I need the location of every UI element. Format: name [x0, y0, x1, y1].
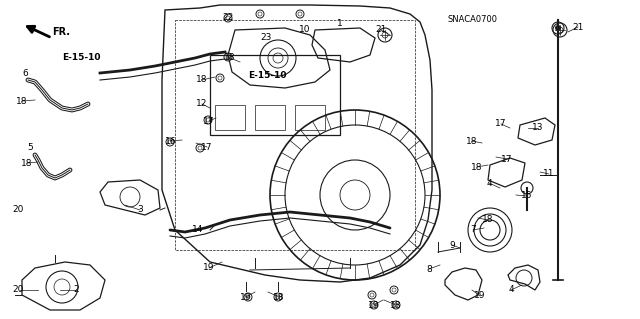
Bar [210, 55, 340, 135]
Text: FR.: FR. [52, 27, 70, 37]
Text: 17: 17 [501, 154, 513, 164]
Text: 3: 3 [137, 205, 143, 214]
Text: 19: 19 [240, 293, 252, 301]
Text: 17: 17 [204, 116, 215, 125]
Text: 18: 18 [224, 54, 236, 63]
Text: E-15-10: E-15-10 [248, 70, 287, 79]
Text: 8: 8 [426, 264, 432, 273]
Text: 4: 4 [508, 286, 514, 294]
Text: 23: 23 [260, 33, 272, 41]
Text: 20: 20 [12, 204, 24, 213]
Text: 1: 1 [337, 19, 343, 28]
Text: 18: 18 [21, 159, 33, 167]
Text: 18: 18 [483, 216, 493, 225]
Bar [295, 105, 325, 130]
Text: 18: 18 [471, 162, 483, 172]
Bar [255, 105, 285, 130]
Text: 19: 19 [204, 263, 215, 272]
Text: 2: 2 [73, 286, 79, 294]
Text: 13: 13 [532, 123, 544, 132]
Text: 18: 18 [467, 137, 477, 145]
Text: 14: 14 [192, 225, 204, 234]
Text: 19: 19 [368, 300, 380, 309]
Text: 18: 18 [273, 293, 285, 301]
Text: 10: 10 [300, 26, 311, 34]
Text: 15: 15 [521, 191, 532, 201]
Text: 6: 6 [22, 69, 28, 78]
Text: 17: 17 [201, 143, 212, 152]
Text: 20: 20 [12, 286, 24, 294]
Text: 19: 19 [474, 292, 486, 300]
Text: 5: 5 [27, 144, 33, 152]
Text: 21: 21 [572, 23, 584, 32]
Text: 4: 4 [486, 179, 492, 188]
Text: SNACA0700: SNACA0700 [448, 16, 498, 25]
Text: E-15-10: E-15-10 [62, 53, 100, 62]
Text: 7: 7 [470, 226, 476, 234]
Circle shape [555, 25, 561, 31]
Text: 18: 18 [196, 76, 208, 85]
Text: 21: 21 [375, 26, 387, 34]
Text: 17: 17 [495, 120, 507, 129]
Text: 9: 9 [449, 241, 455, 249]
Text: 22: 22 [222, 13, 234, 23]
Text: 18: 18 [16, 97, 28, 106]
Text: 16: 16 [165, 137, 177, 145]
Bar [215, 105, 245, 130]
Text: 11: 11 [543, 169, 555, 179]
Text: 18: 18 [390, 300, 402, 309]
Text: 12: 12 [196, 100, 208, 108]
